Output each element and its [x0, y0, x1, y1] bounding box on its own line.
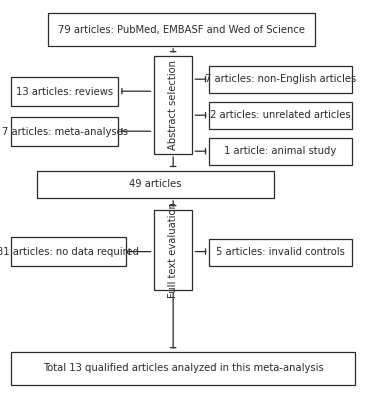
FancyBboxPatch shape — [11, 117, 118, 146]
Text: 79 articles: PubMed, EMBASF and Wed of Science: 79 articles: PubMed, EMBASF and Wed of S… — [58, 24, 305, 34]
Text: 7 articles: meta-analyses: 7 articles: meta-analyses — [2, 126, 128, 136]
Text: 13 articles: reviews: 13 articles: reviews — [16, 86, 113, 96]
Text: 2 articles: unrelated articles: 2 articles: unrelated articles — [210, 110, 351, 120]
FancyBboxPatch shape — [48, 13, 314, 46]
FancyBboxPatch shape — [209, 239, 352, 266]
Text: 31 articles: no data required: 31 articles: no data required — [0, 246, 139, 257]
FancyBboxPatch shape — [209, 66, 352, 93]
FancyBboxPatch shape — [154, 210, 192, 290]
Text: Full text evaluation: Full text evaluation — [168, 202, 178, 298]
Text: 7 articles: non-English articles: 7 articles: non-English articles — [205, 74, 356, 84]
Text: Abstract selection: Abstract selection — [168, 60, 178, 150]
FancyBboxPatch shape — [37, 171, 274, 198]
FancyBboxPatch shape — [209, 102, 352, 129]
Text: Total 13 qualified articles analyzed in this meta-analysis: Total 13 qualified articles analyzed in … — [43, 363, 323, 374]
Text: 1 article: animal study: 1 article: animal study — [224, 146, 336, 156]
Text: 5 articles: invalid controls: 5 articles: invalid controls — [216, 247, 345, 258]
FancyBboxPatch shape — [11, 77, 118, 106]
FancyBboxPatch shape — [209, 138, 352, 165]
Text: 49 articles: 49 articles — [129, 179, 182, 189]
FancyBboxPatch shape — [11, 237, 126, 266]
FancyBboxPatch shape — [154, 56, 192, 154]
FancyBboxPatch shape — [11, 352, 355, 385]
